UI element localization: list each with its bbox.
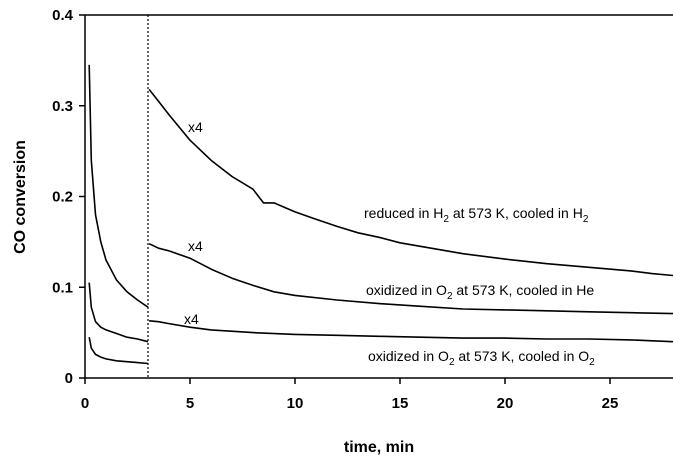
x-tick-label: 5: [186, 395, 194, 412]
multiplier-label-oxidized-o2-cooled-he: x4: [188, 238, 203, 254]
x-tick-label: 0: [81, 395, 89, 412]
series-label-reduced-h2: reduced in H2 at 573 K, cooled in H2: [364, 205, 589, 225]
series-label-oxidized-o2-cooled-he: oxidized in O2 at 573 K, cooled in He: [366, 282, 594, 302]
y-tick-label: 0.3: [52, 98, 73, 115]
series-line-reduced-h2-scaled: [148, 88, 673, 277]
series-line-oxidized-o2-cooled-he-scaled: [148, 242, 673, 315]
series-line-oxidized-o2-cooled-he-initial: [88, 282, 149, 343]
y-tick-label: 0.1: [52, 279, 73, 296]
x-axis-title: time, min: [344, 439, 414, 456]
multiplier-label-oxidized-o2-cooled-o2: x4: [184, 311, 199, 327]
series-line-reduced-h2-initial: [88, 64, 149, 308]
y-axis-title: CO conversion: [12, 140, 29, 254]
series-label-oxidized-o2-cooled-o2: oxidized in O2 at 573 K, cooled in O2: [368, 348, 595, 368]
y-tick-label: 0: [65, 370, 73, 387]
y-tick-label: 0.4: [52, 7, 74, 24]
x-tick-label: 20: [497, 395, 514, 412]
multiplier-label-reduced-h2: x4: [188, 119, 203, 135]
y-tick-label: 0.2: [52, 189, 73, 206]
series-line-oxidized-o2-cooled-o2-scaled: [149, 320, 673, 343]
x-tick-label: 15: [392, 395, 409, 412]
series-line-oxidized-o2-cooled-o2-initial: [88, 337, 149, 365]
x-tick-label: 25: [602, 395, 619, 412]
x-tick-label: 10: [287, 395, 304, 412]
